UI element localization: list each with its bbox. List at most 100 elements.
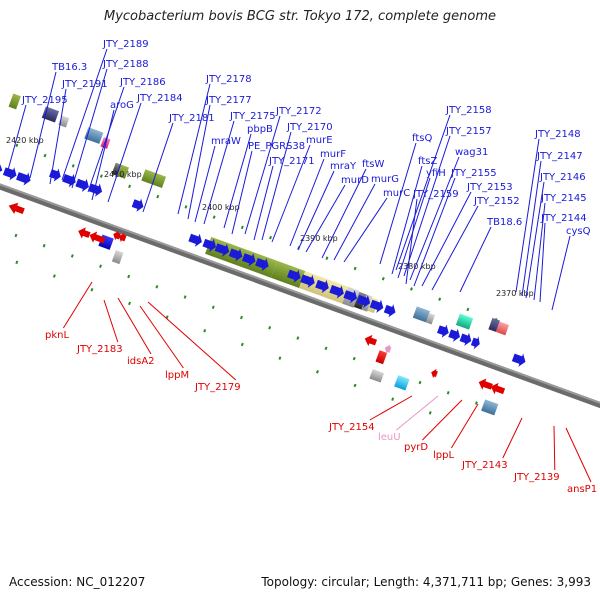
gene-label-jty-2148[interactable]: JTY_2148: [534, 129, 581, 140]
gene-label-cysq[interactable]: cysQ: [566, 226, 591, 237]
gene-label-leuu[interactable]: leuU: [378, 432, 401, 443]
kbp-tick-2420-kbp: 2420 kbp: [6, 136, 44, 145]
leader-leuu: [396, 395, 439, 431]
leader-lppl: [450, 403, 479, 449]
leader-jty-2179: [147, 301, 237, 381]
gene-label-tb18-6[interactable]: TB18.6: [486, 217, 522, 228]
leader-pbpb: [223, 133, 252, 229]
leader-idsa2: [117, 297, 152, 355]
leader-wag31: [409, 156, 460, 281]
gene-label-lppl[interactable]: lppL: [433, 450, 454, 461]
trna-leuU: [384, 344, 392, 354]
leader-jty-2159: [405, 198, 418, 285]
reverse-gene-labels: pknL JTY_2183 idsA2 lppM JTY_2179 JTY_2154leu…: [45, 330, 597, 495]
accession-text: Accession: NC_012207: [9, 575, 146, 589]
gene-label-murg[interactable]: murG: [371, 174, 399, 185]
leader-ansp1: [565, 427, 592, 483]
leader-murc: [343, 197, 388, 263]
leader-cysq: [551, 235, 571, 311]
gene-label-mure[interactable]: murE: [306, 135, 333, 146]
leader-jty-2189: [61, 48, 108, 181]
gene-label-jty-2159[interactable]: JTY_2159: [412, 189, 459, 200]
gene-label-jty-2153[interactable]: JTY_2153: [466, 182, 513, 193]
leader-jty-2139: [553, 425, 556, 471]
gene-label-jty-2152[interactable]: JTY_2152: [473, 196, 520, 207]
leader-jty-2144: [539, 222, 546, 303]
leader-jty-2181: [142, 122, 174, 213]
leader-jty-2188: [71, 68, 108, 189]
leader-jty-2184: [107, 102, 142, 203]
gene-label-jty-2177[interactable]: JTY_2177: [205, 95, 252, 106]
leader-jty-2186: [87, 86, 125, 193]
leader-ftsz: [391, 165, 423, 275]
gene-label-jty-2186[interactable]: JTY_2186: [119, 77, 166, 88]
gene-label-jty-2175[interactable]: JTY_2175: [229, 111, 276, 122]
leader-murf: [289, 158, 325, 247]
kbp-tick-2400-kbp: 2400 kbp: [202, 203, 240, 212]
gene-label-yfih[interactable]: yfiH: [426, 168, 446, 179]
gene-label-jty-2139[interactable]: JTY_2139: [513, 472, 560, 483]
gene-label-jty-2179[interactable]: JTY_2179: [194, 382, 241, 393]
leader-jty-2183: [103, 299, 119, 343]
gene-label-lppm[interactable]: lppM: [165, 370, 189, 381]
gene-label-jty-2178[interactable]: JTY_2178: [205, 74, 252, 85]
leader-ftsq: [379, 142, 417, 265]
gene-label-jty-2191[interactable]: JTY_2191: [61, 79, 108, 90]
forward-label-leaders: [7, 48, 571, 311]
gene-label-ftsz[interactable]: ftsZ: [418, 156, 437, 167]
gene-label-ansp1[interactable]: ansP1: [567, 484, 597, 495]
leader-jty-2148: [515, 138, 540, 293]
gene-label-murf[interactable]: murF: [320, 149, 346, 160]
gene-label-jty-2172[interactable]: JTY_2172: [275, 106, 322, 117]
gene-label-jty-2147[interactable]: JTY_2147: [536, 151, 583, 162]
gene-label-murc[interactable]: murC: [383, 188, 410, 199]
gene-label-jty-2181[interactable]: JTY_2181: [168, 113, 215, 124]
gene-label-jty-2195[interactable]: JTY_2195: [21, 95, 68, 106]
gene-label-idsa2[interactable]: idsA2: [127, 356, 155, 367]
gene-label-jty-2188[interactable]: JTY_2188: [102, 59, 149, 70]
gene-label-arog[interactable]: aroG: [110, 100, 134, 111]
leader-pe-pgrs38: [231, 150, 253, 235]
kbp-ticks: 2420 kbp 2410 kbp 2400 kbp 2390 kbp 2380 kbp…: [6, 136, 534, 298]
leader-jty-2145: [533, 202, 546, 301]
genome-summary-text: Topology: circular; Length: 4,371,711 bp…: [261, 575, 591, 589]
gene-label-mray[interactable]: mraY: [330, 161, 357, 172]
reverse-label-leaders: [62, 281, 592, 483]
leader-murd: [305, 184, 346, 253]
gene-label-jty-2143[interactable]: JTY_2143: [461, 460, 508, 471]
leader-tb18-6: [459, 226, 492, 293]
gene-label-pe-pgrs38[interactable]: PE_PGRS38: [248, 141, 305, 152]
map-title: Mycobacterium bovis BCG str. Tokyo 172, …: [104, 9, 496, 24]
gene-label-jty-2189[interactable]: JTY_2189: [102, 39, 149, 50]
leader-jty-2177: [187, 104, 211, 220]
gene-label-jty-2184[interactable]: JTY_2184: [136, 93, 183, 104]
gene-label-jty-2144[interactable]: JTY_2144: [540, 213, 587, 224]
leader-pknl: [62, 281, 93, 329]
gene-label-jty-2170[interactable]: JTY_2170: [286, 122, 333, 133]
gene-label-murd[interactable]: murD: [341, 175, 369, 186]
gene-label-jty-2154[interactable]: JTY_2154: [328, 422, 375, 433]
leader-jty-2175: [203, 120, 235, 225]
leader-mraw: [194, 145, 216, 223]
forward-strand-genes: [0, 161, 526, 367]
forward-gene-labels: TB16.3 JTY_2195 JTY_2191 JTY_2189 JTY_2188 JT…: [21, 39, 591, 237]
gene-label-pknl[interactable]: pknL: [45, 330, 69, 341]
gene-label-jty-2155[interactable]: JTY_2155: [450, 168, 497, 179]
leader-jty-2155: [413, 177, 456, 287]
gene-label-jty-2171[interactable]: JTY_2171: [268, 156, 315, 167]
leader-jty-2195: [7, 104, 27, 171]
gene-label-mraw[interactable]: mraW: [211, 136, 241, 147]
gene-label-ftsq[interactable]: ftsQ: [412, 133, 432, 144]
gene-label-jty-2157[interactable]: JTY_2157: [445, 126, 492, 137]
gene-label-tb16-3[interactable]: TB16.3: [51, 62, 87, 73]
leader-jty-2171: [253, 165, 274, 241]
gene-label-ftsw[interactable]: ftsW: [362, 159, 384, 170]
gene-label-pyrd[interactable]: pyrD: [404, 442, 428, 453]
gene-label-jty-2146[interactable]: JTY_2146: [539, 172, 586, 183]
gene-label-jty-2145[interactable]: JTY_2145: [540, 193, 587, 204]
gene-label-jty-2158[interactable]: JTY_2158: [445, 105, 492, 116]
gene-label-wag31[interactable]: wag31: [455, 147, 488, 158]
gene-label-pbpb[interactable]: pbpB: [247, 124, 273, 135]
gene-label-jty-2183[interactable]: JTY_2183: [76, 344, 123, 355]
